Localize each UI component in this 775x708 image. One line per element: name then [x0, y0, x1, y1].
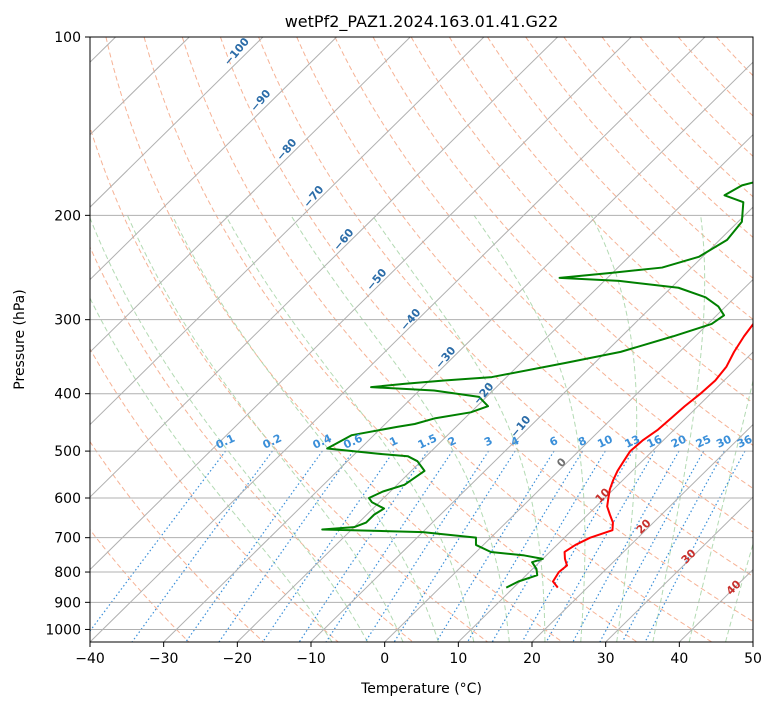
x-tick-label: 50: [744, 651, 762, 667]
isotherm-line: [236, 133, 753, 642]
profile-line: [321, 181, 753, 589]
isotherm-line: [90, 37, 706, 642]
x-axis-label: Temperature (°C): [360, 681, 482, 697]
y-tick-label: 600: [54, 491, 81, 507]
x-tick-label: 30: [597, 651, 615, 667]
y-tick-label: 900: [54, 595, 81, 611]
y-tick-label: 300: [54, 313, 81, 329]
isotherm-line: [90, 37, 411, 353]
mixing-ratio-line: [491, 450, 606, 642]
mixing-ratio-line: [599, 450, 705, 642]
y-tick-label: 500: [54, 444, 81, 460]
mixing-ratio-line: [393, 450, 516, 642]
dry-adiabat-line: [755, 37, 775, 642]
dry-adiabat-line: [143, 37, 638, 642]
isotherm-line: [90, 37, 337, 281]
moist-adiabat-line: [127, 215, 404, 642]
x-tick-label: −20: [223, 651, 253, 667]
dry-adiabat-line: [410, 37, 753, 404]
mixing-ratio-label: 13: [623, 433, 642, 451]
isotherm-line: [90, 37, 558, 498]
y-axis-label: Pressure (hPa): [12, 289, 28, 389]
isotherm-line: [531, 423, 753, 642]
y-tick-label: 1000: [45, 622, 81, 638]
profile-series: [321, 181, 753, 589]
dry-adiabat-line: [90, 245, 414, 642]
y-axis-ticks: 100 200 300 400 500 600 700 800 900 1000: [45, 30, 90, 638]
moist-adiabat-line: [371, 215, 546, 642]
moist-adiabat-line: [225, 215, 475, 642]
dry-adiabat-line: [258, 37, 753, 577]
x-tick-label: 10: [449, 651, 467, 667]
y-tick-label: 400: [54, 387, 81, 403]
y-tick-label: 100: [54, 30, 81, 46]
moist-adiabat-line: [90, 297, 333, 642]
plot-background: [90, 37, 753, 642]
isotherm-line: [457, 351, 753, 642]
moist-adiabat-line: [473, 215, 586, 642]
x-axis-ticks: −40 −30 −20 −10 0 10 20 30 40 50: [75, 642, 762, 667]
dry-adiabat-line: [525, 37, 753, 279]
x-tick-label: −10: [296, 651, 326, 667]
x-tick-label: 0: [380, 651, 389, 667]
y-tick-label: 200: [54, 208, 81, 224]
mixing-ratio-label: 10: [595, 432, 615, 450]
mixing-ratio-label: 20: [669, 432, 689, 450]
mixing-ratio-line: [218, 450, 354, 642]
isotherm-line: [752, 641, 753, 642]
x-tick-label: −30: [149, 651, 179, 667]
isotherm-line: [384, 278, 753, 642]
mixing-ratio-line: [621, 450, 725, 642]
x-tick-label: 40: [670, 651, 688, 667]
moist-adiabat-line: [290, 215, 510, 642]
isotherm-line: [90, 37, 485, 426]
isotherm-line: [90, 37, 632, 571]
mixing-ratio-line: [644, 450, 746, 642]
mixing-ratio-label: 30: [714, 432, 734, 450]
moist-adiabat-line: [725, 542, 753, 642]
mixing-ratio-line: [545, 450, 656, 642]
dry-adiabat-line: [563, 37, 753, 239]
plot-frame: [89, 36, 754, 643]
mixing-ratio-line: [262, 450, 395, 642]
dry-adiabat-line: [448, 37, 753, 362]
dry-adiabat-line: [296, 37, 753, 533]
dry-adiabat-line: [639, 37, 753, 157]
isotherm-line: [90, 37, 264, 208]
dry-adiabat-line: [90, 347, 339, 642]
reference-lines: [90, 37, 775, 642]
moist-adiabat-line: [590, 215, 638, 642]
moist-adiabat-line: [688, 378, 753, 642]
moist-adiabat-line: [171, 215, 439, 642]
isotherm-line: [605, 496, 753, 642]
profile-line: [551, 322, 753, 589]
mixing-ratio-line: [521, 450, 634, 642]
isotherm-line: [310, 206, 753, 642]
dry-adiabat-line: [181, 37, 712, 642]
y-tick-label: 800: [54, 565, 81, 581]
dry-adiabat-line: [90, 528, 190, 642]
mixing-ratio-line: [466, 450, 584, 642]
isotherm-line: [163, 61, 753, 642]
mixing-ratio-label: 25: [694, 433, 713, 451]
chart-title: wetPf2_PAZ1.2024.163.01.41.G22: [285, 12, 559, 32]
y-tick-label: 700: [54, 531, 81, 547]
mixing-ratio-line: [435, 450, 555, 642]
moist-adiabat-line: [90, 216, 369, 642]
mixing-ratio-label: 36: [735, 432, 755, 450]
dry-adiabat-line: [105, 37, 563, 642]
mixing-ratio-label: 16: [645, 432, 665, 450]
dry-adiabat-line: [219, 37, 753, 623]
mixing-ratio-line: [572, 450, 680, 642]
x-tick-label: −40: [75, 651, 105, 667]
dry-adiabat-line: [334, 37, 753, 490]
moist-adiabat-line: [652, 215, 706, 642]
x-tick-label: 20: [523, 651, 541, 667]
